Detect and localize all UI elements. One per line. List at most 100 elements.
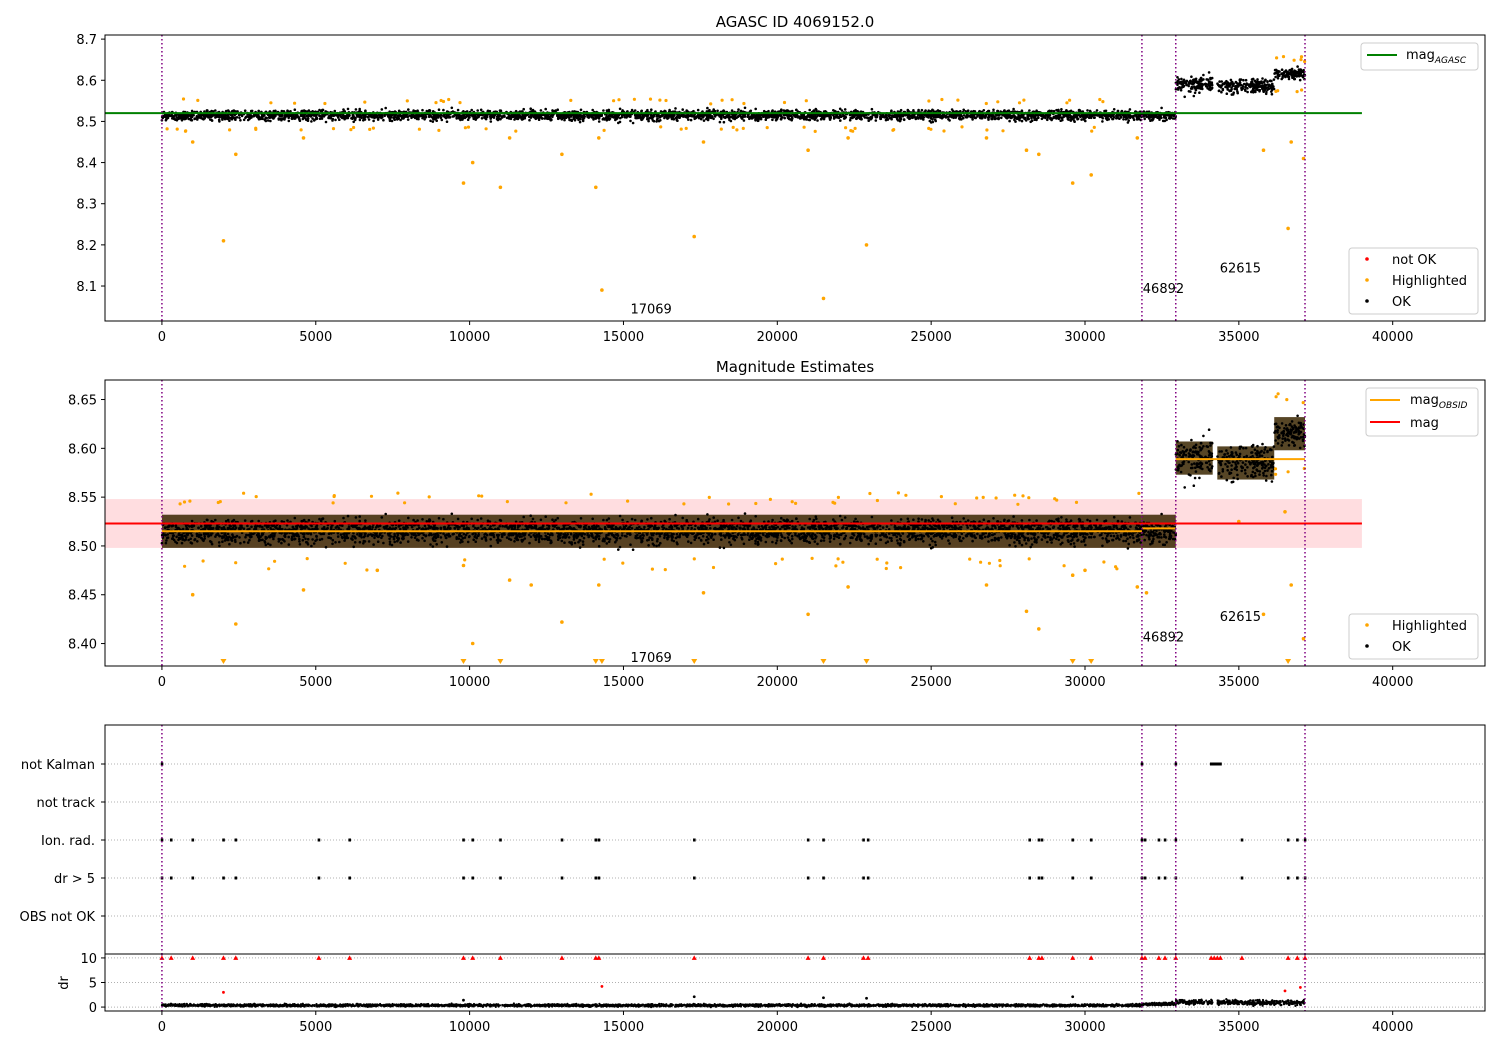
highlighted-point: [371, 126, 375, 130]
ok-point: [893, 115, 897, 118]
ok-point: [1198, 91, 1201, 94]
ok-point: [583, 115, 586, 118]
ok-point: [1127, 119, 1130, 122]
ok-point: [450, 106, 454, 110]
highlighted-point: [600, 288, 604, 292]
ok-point: [397, 116, 401, 120]
ok-point: [498, 114, 502, 117]
ok-point: [470, 108, 474, 112]
ok-point: [849, 116, 852, 120]
ok-point: [212, 113, 216, 117]
ok-point: [1160, 106, 1163, 110]
highlighted-point: [1261, 148, 1266, 152]
highlighted-point: [940, 97, 944, 102]
ok-point: [814, 116, 817, 120]
highlighted-point: [484, 127, 488, 131]
ok-point: [663, 519, 666, 523]
x-tick-label: 15000: [603, 330, 644, 345]
ok-point: [1280, 68, 1284, 71]
highlighted-point: [1300, 88, 1304, 92]
highlighted-point: [1135, 136, 1140, 140]
highlighted-point: [1286, 226, 1290, 231]
ok-point: [243, 109, 247, 112]
ok-point: [856, 114, 860, 118]
ok-point: [225, 116, 229, 119]
x-tick-label: 5000: [299, 330, 332, 345]
ok-point: [578, 115, 582, 118]
ok-point: [1151, 118, 1155, 121]
ok-point: [1294, 70, 1297, 73]
ok-point: [1177, 86, 1180, 90]
ok-point: [261, 115, 265, 118]
ok-point: [1270, 92, 1274, 96]
ok-point: [581, 119, 585, 123]
ok-point: [1199, 76, 1203, 80]
highlighted-point: [659, 125, 663, 129]
ok-point: [305, 114, 309, 118]
ok-point: [686, 526, 690, 530]
obsid-label: 62615: [1220, 262, 1261, 277]
ok-point: [759, 117, 763, 121]
ok-point: [522, 107, 525, 111]
ok-point: [1171, 117, 1175, 120]
ok-point: [1246, 87, 1249, 90]
ok-point: [338, 118, 341, 121]
highlighted-point: [331, 127, 336, 131]
ok-point: [1086, 109, 1089, 112]
ok-point: [579, 117, 582, 121]
ok-point: [597, 120, 601, 123]
ok-point: [255, 115, 259, 119]
ok-point: [728, 118, 731, 122]
highlighted-point: [1092, 125, 1096, 129]
ok-point: [931, 539, 934, 543]
ok-point: [459, 541, 462, 544]
ok-point: [196, 115, 200, 119]
ok-point: [163, 114, 167, 117]
ok-point: [890, 539, 893, 542]
x-tick-label: 30000: [1064, 330, 1105, 345]
ok-point: [161, 116, 165, 120]
ok-point: [1119, 115, 1123, 119]
ok-point: [1124, 115, 1127, 119]
ok-point: [1250, 90, 1253, 94]
highlighted-point: [679, 127, 683, 131]
highlighted-point: [612, 99, 616, 103]
ok-point: [1272, 78, 1276, 81]
ok-point: [572, 117, 576, 120]
ok-point: [1093, 116, 1096, 119]
ok-point: [218, 120, 221, 123]
highlighted-point: [984, 101, 988, 106]
ok-point: [249, 116, 252, 120]
highlighted-point: [731, 125, 735, 129]
ok-point: [1210, 76, 1214, 80]
ok-point: [920, 115, 923, 118]
ok-point: [1258, 88, 1262, 92]
agasc-point-legend: not OK Highlighted OK: [1348, 247, 1479, 315]
highlighted-point: [765, 126, 769, 130]
ok-point: [1207, 71, 1211, 74]
ok-point: [663, 536, 666, 540]
ok-point: [451, 115, 455, 118]
ok-point: [659, 110, 663, 113]
ok-point: [1287, 77, 1291, 81]
ok-point: [382, 541, 385, 545]
ok-point: [1261, 77, 1264, 80]
ok-point: [1233, 87, 1236, 91]
ok-point: [696, 108, 700, 112]
ok-point: [336, 114, 340, 118]
ok-point: [1238, 79, 1242, 82]
ok-point: [1270, 86, 1273, 89]
highlighted-point: [664, 98, 668, 103]
ok-point: [1082, 116, 1085, 119]
ok-point: [908, 117, 911, 121]
ok-point: [1050, 117, 1054, 120]
ok-point: [617, 121, 620, 125]
ok-point: [754, 515, 757, 518]
ok-point: [421, 108, 424, 112]
ok-point: [561, 116, 564, 120]
ok-point: [1193, 91, 1197, 95]
ok-point: [339, 533, 343, 536]
ok-point: [356, 114, 360, 117]
ok-point: [1115, 117, 1118, 120]
ok-point: [484, 116, 487, 120]
